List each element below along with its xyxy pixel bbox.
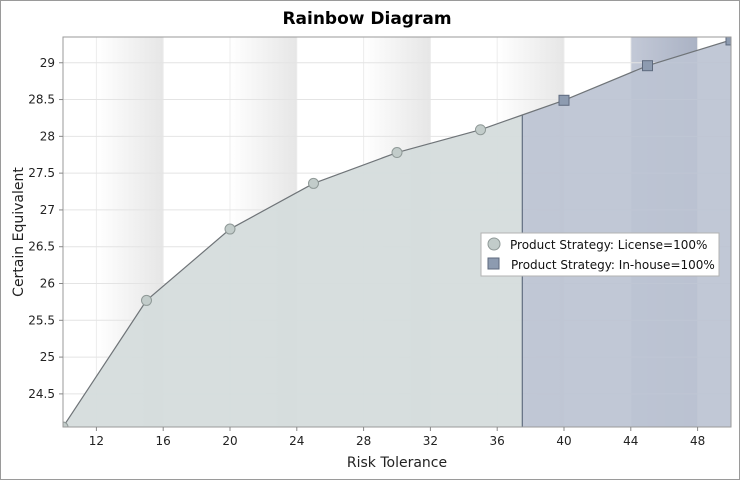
y-axis-title: Certain Equivalent — [11, 167, 27, 297]
x-axis-ticks: 12 16 20 24 28 32 36 40 44 48 — [89, 427, 705, 448]
legend-label-license: Product Strategy: License=100% — [510, 238, 707, 252]
y-tick-label: 28.5 — [28, 93, 55, 107]
y-tick-label: 28 — [40, 129, 55, 143]
in-house-point — [642, 60, 653, 72]
x-tick-label: 40 — [556, 434, 571, 448]
x-tick-label: 16 — [156, 434, 171, 448]
x-tick-label: 48 — [690, 434, 705, 448]
x-tick-label: 24 — [289, 434, 304, 448]
data-markers — [63, 37, 731, 427]
y-tick-label: 25.5 — [28, 313, 55, 327]
legend: Product Strategy: License=100% Product S… — [480, 232, 720, 277]
x-tick-label: 32 — [423, 434, 438, 448]
y-tick-label: 25 — [40, 350, 55, 364]
y-tick-label: 27.5 — [28, 166, 55, 180]
y-tick-label: 29 — [40, 56, 55, 70]
license-point — [224, 223, 236, 235]
x-tick-label: 20 — [222, 434, 237, 448]
license-point — [63, 421, 69, 427]
legend-label-in-house: Product Strategy: In-house=100% — [511, 258, 715, 272]
y-axis-ticks: 24.5 25 25.5 26 26.5 27 27.5 28 28.5 29 — [28, 56, 63, 401]
chart-title: Rainbow Diagram — [282, 9, 451, 29]
y-tick-label: 24.5 — [28, 387, 55, 401]
y-tick-label: 27 — [40, 203, 55, 217]
y-tick-label: 26.5 — [28, 240, 55, 254]
license-point — [141, 294, 152, 306]
in-house-point — [725, 37, 731, 46]
x-tick-label: 12 — [89, 434, 104, 448]
legend-marker-in-house — [487, 257, 500, 270]
plot-border — [62, 36, 732, 428]
license-point — [391, 147, 403, 159]
in-house-point — [558, 94, 570, 106]
legend-marker-license — [487, 237, 501, 251]
license-point — [308, 177, 319, 189]
x-tick-label: 36 — [490, 434, 505, 448]
y-tick-label: 26 — [40, 277, 55, 291]
legend-box — [480, 232, 720, 277]
license-point — [475, 124, 486, 136]
curve-line — [63, 39, 731, 427]
x-tick-label: 28 — [356, 434, 371, 448]
x-tick-label: 44 — [623, 434, 638, 448]
area-license — [63, 115, 523, 427]
x-axis-title: Risk Tolerance — [347, 455, 447, 471]
